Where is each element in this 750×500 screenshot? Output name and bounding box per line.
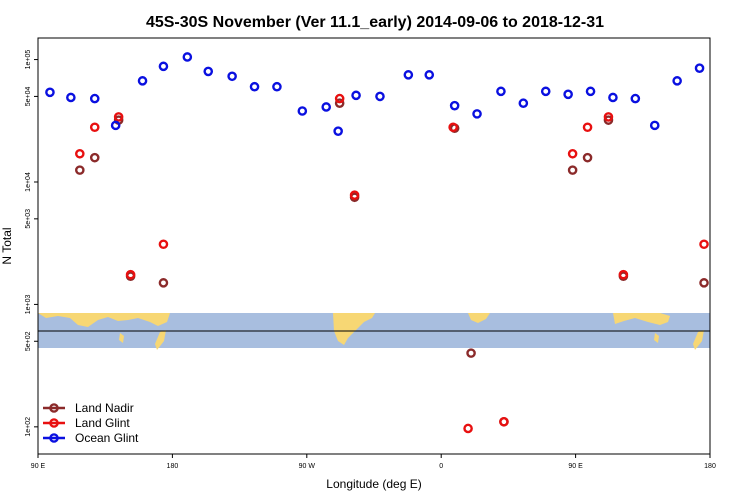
land-glint-point (448, 122, 458, 133)
land-shape (333, 313, 375, 345)
legend-label-land-nadir: Land Nadir (75, 401, 134, 415)
y-tick-label: 5e+04 (25, 86, 32, 106)
land-nadir-point (75, 165, 85, 175)
ocean-glint-point (563, 89, 573, 100)
ocean-glint-point (137, 76, 148, 86)
ocean-glint-point (449, 100, 460, 111)
ocean-glint-point (630, 93, 641, 104)
chart-title: 45S-30S November (Ver 11.1_early) 2014-0… (146, 14, 604, 31)
land-shape (155, 330, 166, 350)
x-tick-label: 90 E (31, 463, 46, 470)
ocean-glint-point (158, 61, 169, 72)
ocean-glint-point (227, 71, 237, 82)
legend-marker-land-glint (49, 418, 59, 428)
land-glint-point (567, 148, 578, 159)
land-nadir-point (699, 278, 709, 288)
ocean-glint-point (518, 98, 529, 109)
ocean-glint-point (182, 52, 193, 62)
land-glint-point (349, 190, 360, 200)
ocean-glint-point (297, 106, 308, 116)
ocean-glint-point (585, 86, 596, 97)
land-glint-point (463, 423, 473, 434)
land-shape (693, 330, 704, 350)
land-shape (613, 313, 670, 325)
ocean-glint-point (672, 76, 682, 86)
ocean-glint-point (649, 120, 660, 131)
ocean-glint-point (540, 86, 551, 97)
land-nadir-point (582, 152, 593, 163)
x-axis-label: Longitude (deg E) (326, 477, 421, 491)
ocean-glint-point (375, 91, 385, 102)
ocean-glint-point (351, 90, 361, 101)
land-glint-point (334, 93, 345, 104)
x-tick-label: 180 (167, 463, 179, 470)
x-tick-label: 180 (704, 463, 716, 470)
land-shape (468, 313, 490, 323)
ocean-glint-point (45, 87, 55, 98)
ocean-glint-point (272, 81, 282, 92)
y-tick-label: 1e+04 (25, 172, 32, 192)
ocean-glint-point (66, 92, 76, 103)
ocean-glint-point (203, 66, 214, 77)
y-axis-label: N Total (0, 227, 14, 264)
land-glint-point (75, 148, 85, 159)
land-glint-point (499, 416, 509, 427)
ocean-glint-point (608, 92, 618, 103)
land-nadir-point (158, 278, 169, 288)
land-glint-point (699, 239, 709, 250)
ocean-glint-point (110, 120, 121, 131)
x-tick-label: 0 (439, 463, 443, 470)
ocean-glint-point (89, 93, 100, 104)
legend-marker-land-nadir (49, 403, 59, 413)
y-tick-label: 1e+05 (25, 50, 32, 70)
data-points (45, 52, 709, 434)
x-tick-label: 90 E (568, 463, 583, 470)
land-shape (38, 313, 170, 327)
legend-label-land-glint: Land Glint (75, 416, 130, 430)
land-glint-point (113, 112, 124, 122)
ocean-glint-point (424, 70, 435, 80)
ocean-glint-point (496, 86, 506, 97)
land-shape (119, 333, 124, 343)
land-glint-point (582, 122, 593, 133)
y-axis: 1e+02 5e+02 1e+03 5e+03 1e+04 5e+04 1e+05 (25, 50, 38, 437)
ocean-glint-point (403, 70, 414, 80)
land-glint-point (603, 112, 614, 122)
y-tick-label: 5e+02 (25, 331, 32, 351)
land-nadir-point (466, 348, 476, 358)
y-tick-label: 1e+02 (25, 417, 32, 437)
land-shape (654, 333, 659, 343)
ocean-glint-point (694, 63, 705, 73)
legend-marker-ocean-glint (49, 433, 59, 443)
land-nadir-point (567, 165, 578, 175)
x-axis: 90 E 180 90 W 0 90 E 180 (31, 454, 716, 470)
land-nadir-point (334, 98, 345, 109)
land-glint-point (89, 122, 100, 133)
land-nadir-point (89, 152, 100, 163)
plot-frame (37, 37, 711, 455)
map-strip (38, 313, 710, 350)
land-glint-point (158, 239, 169, 250)
land-nadir-point (603, 115, 614, 125)
x-tick-label: 90 W (299, 463, 316, 470)
legend-label-ocean-glint: Ocean Glint (75, 431, 139, 445)
land-glint-point (618, 269, 629, 280)
y-tick-label: 1e+03 (25, 294, 32, 314)
ocean-glint-point (472, 109, 482, 119)
ocean-glint-point (249, 81, 260, 92)
ocean-glint-point (321, 102, 332, 112)
ocean-glint-point (333, 126, 343, 136)
land-glint-point (125, 269, 136, 280)
y-tick-label: 5e+03 (25, 209, 32, 229)
